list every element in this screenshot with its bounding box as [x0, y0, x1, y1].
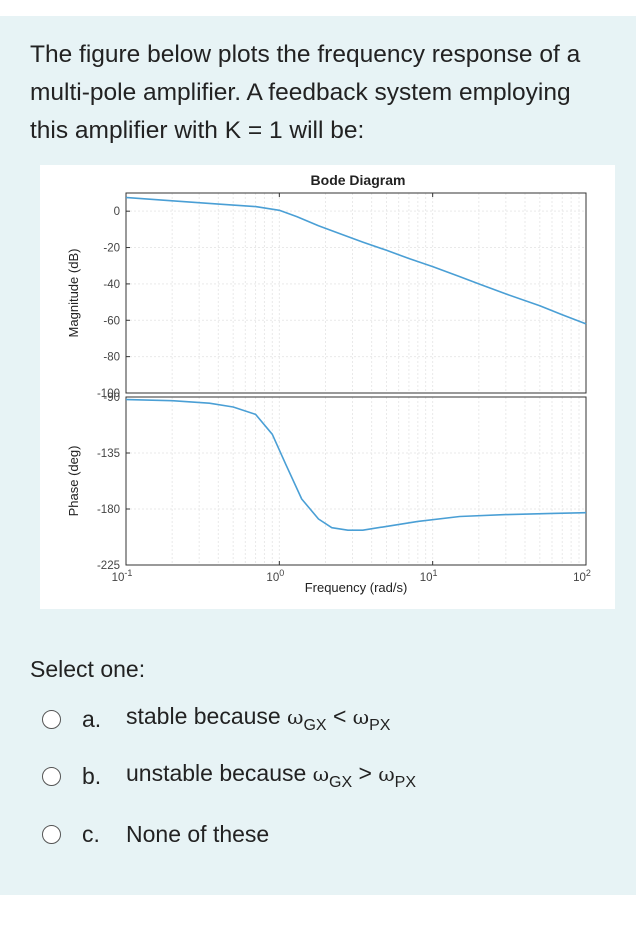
bode-diagram: Bode Diagram 0 -20 -40 -60 -80 -100 Magnitude (…: [66, 172, 591, 595]
x-tick-exponent: 1: [433, 568, 438, 578]
option-b[interactable]: b. unstable because ωGX > ωPX: [42, 759, 562, 793]
question-card: The figure below plots the frequency res…: [0, 16, 636, 895]
x-axis-label: Frequency (rad/s): [305, 580, 408, 595]
option-text[interactable]: None of these: [126, 820, 270, 847]
x-tick-label: 100: [266, 568, 284, 584]
option-a[interactable]: a. stable because ωGX < ωPX: [42, 702, 562, 736]
option-letter: b.: [82, 762, 102, 789]
y-axis-label: Phase (deg): [66, 446, 81, 517]
x-tick-exponent: -1: [124, 568, 132, 578]
radio-icon[interactable]: [42, 766, 61, 786]
x-tick-exponent: 0: [279, 568, 284, 578]
option-letter: a.: [82, 705, 102, 732]
y-tick-label: -60: [103, 315, 120, 327]
phase-line: [125, 398, 587, 532]
y-tick-label: 0: [114, 206, 120, 218]
grid-lines: [126, 193, 586, 393]
magnitude-line: [125, 196, 587, 325]
option-c[interactable]: c. None of these: [42, 817, 562, 851]
x-tick-label: 101: [420, 568, 438, 584]
x-tick-exponent: 2: [586, 568, 591, 578]
grid-lines: [126, 397, 586, 565]
option-letter: c.: [82, 820, 100, 847]
select-one-label: Select one:: [30, 656, 146, 682]
y-axis-label: Magnitude (dB): [66, 249, 81, 338]
y-tick-label: -135: [97, 448, 120, 460]
radio-icon[interactable]: [42, 824, 61, 844]
y-tick-label: -80: [103, 352, 120, 364]
y-tick-label: -225: [97, 560, 120, 572]
option-text[interactable]: unstable because ωGX > ωPX: [126, 760, 417, 791]
option-text[interactable]: stable because ωGX < ωPX: [126, 703, 391, 734]
y-tick-label: -40: [103, 279, 120, 291]
x-tick-label: 102: [573, 568, 591, 584]
axes-box: [125, 396, 587, 566]
y-tick-label: -180: [97, 504, 120, 516]
axes-box: [125, 192, 587, 394]
y-tick-label: -90: [103, 392, 120, 404]
chart-title: Bode Diagram: [311, 172, 406, 188]
radio-icon[interactable]: [42, 709, 61, 729]
y-tick-label: -20: [103, 243, 120, 255]
question-text: The figure below plots the frequency res…: [30, 41, 581, 144]
y-tick-label: -100: [97, 388, 120, 400]
bode-figure: Bode Diagram 0 -20 -40 -60 -80 -100 Magnitude (…: [40, 165, 615, 609]
